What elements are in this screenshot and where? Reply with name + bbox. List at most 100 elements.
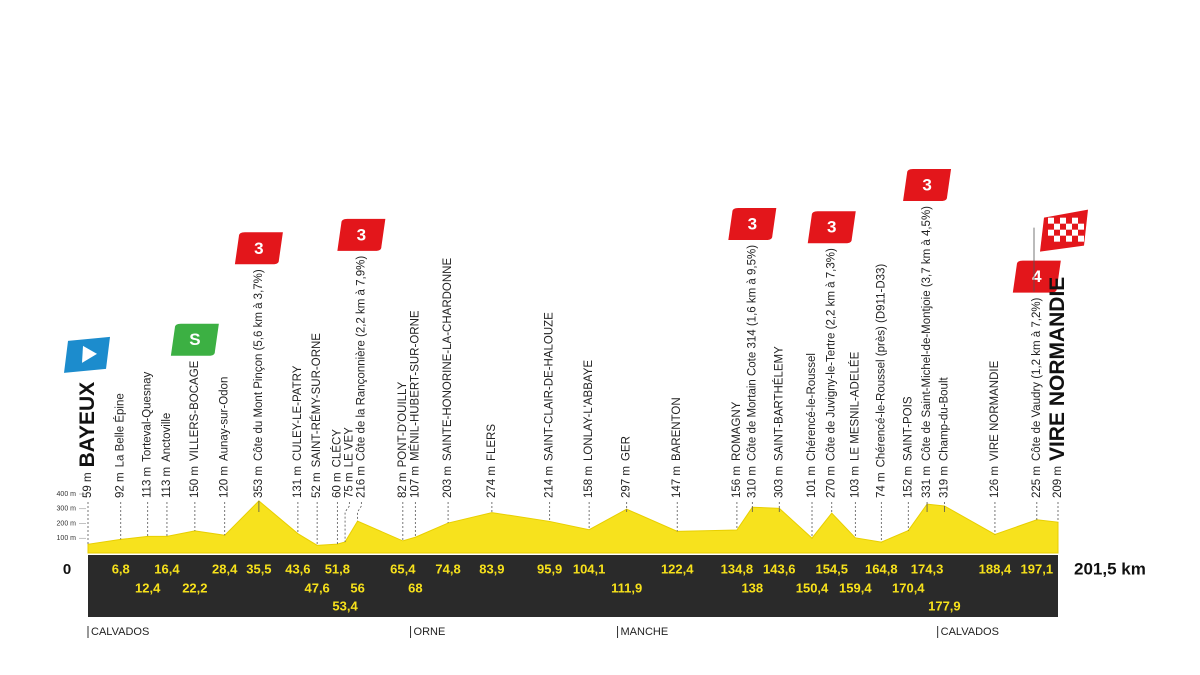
climb-category: 4: [1032, 267, 1042, 286]
km-label: 28,4: [212, 561, 238, 576]
waypoint-label: 209 m VIRE NORMANDIE: [1046, 277, 1069, 498]
waypoint-altitude: 158 m: [583, 466, 595, 498]
waypoint-label: 158 m LONLAY-L'ABBAYE: [583, 360, 595, 498]
finish-check: [1078, 223, 1084, 230]
waypoint-altitude: 113 m: [161, 467, 173, 498]
waypoint-label: 59 m BAYEUX: [76, 382, 99, 498]
km-label: 16,4: [154, 561, 180, 576]
waypoint-name: LE VEY: [343, 427, 355, 468]
km-label: 51,8: [325, 561, 350, 576]
waypoint-label: 303 m SAINT-BARTHÉLEMY: [772, 346, 785, 498]
km-label: 56: [350, 580, 364, 595]
km-label: 177,9: [928, 598, 961, 613]
waypoint-altitude: 113 m: [142, 467, 154, 498]
waypoint-label: 82 m PONT-D'OUILLY: [397, 381, 409, 498]
climb-category: 3: [827, 218, 836, 237]
waypoint-name: Côte de la Rançonnière (2,2 km à 7,9%): [355, 256, 367, 461]
waypoint-name: Aunay-sur-Odon: [219, 377, 231, 461]
km-label: 122,4: [661, 561, 694, 576]
waypoint-altitude: 82 m: [397, 472, 409, 498]
km-label: 43,6: [285, 561, 310, 576]
y-tick-label: 300 m: [57, 506, 77, 513]
waypoint-label: 150 m VILLERS-BOCAGE: [189, 360, 201, 498]
waypoint-label: 353 m Côte du Mont Pinçon (5,6 km à 3,7%): [253, 269, 265, 498]
waypoint-name: Côte du Mont Pinçon (5,6 km à 3,7%): [253, 269, 265, 461]
y-tick-label: 200 m: [57, 520, 77, 527]
climb-category: S: [189, 330, 200, 349]
region-label: ORNE: [414, 626, 446, 638]
waypoint-altitude: 297 m: [621, 466, 633, 498]
waypoint-label: 107 m MÉNIL-HUBERT-SUR-ORNE: [408, 310, 421, 498]
km-label: 53,4: [332, 598, 358, 613]
waypoint-label: 297 m GER: [621, 436, 633, 498]
climb-badge: [170, 323, 219, 356]
waypoint-altitude: 101 m: [806, 466, 818, 498]
climb-badge: [807, 211, 856, 244]
climb-badge: [234, 232, 283, 265]
km-label: 83,9: [479, 561, 504, 576]
km-label: 174,3: [911, 561, 944, 576]
km-label: 35,5: [246, 561, 271, 576]
finish-check: [1048, 217, 1054, 224]
region-label: CALVADOS: [91, 626, 149, 638]
climb-category: 3: [748, 214, 757, 233]
km-label: 197,1: [1021, 561, 1054, 576]
waypoint-name: Champ-du-Boult: [938, 376, 950, 461]
waypoint-label: 216 m Côte de la Rançonnière (2,2 km à 7,…: [355, 256, 367, 498]
start-arrow: [82, 345, 97, 363]
waypoint-label: 152 m SAINT-POIS: [902, 396, 914, 498]
waypoint-name: Chérencé-le-Roussel (près) (D911-D33): [875, 264, 887, 468]
waypoint-name: PONT-D'OUILLY: [397, 381, 409, 467]
waypoint-altitude: 216 m: [355, 466, 367, 498]
waypoint-altitude: 214 m: [544, 466, 556, 498]
waypoint-name: CLÉCY: [330, 429, 343, 468]
waypoint-altitude: 126 m: [989, 466, 1001, 498]
km-label: 0: [63, 561, 71, 578]
distance-band: [88, 555, 1058, 617]
region-label: MANCHE: [621, 626, 669, 638]
climb-category: 3: [922, 175, 931, 194]
waypoint-name: CULEY-LE-PATRY: [292, 365, 304, 461]
waypoint-label: 92 m La Belle Épine: [114, 393, 127, 498]
waypoint-label: 113 m Torteval-Quesnay: [142, 372, 154, 498]
waypoint-name: SAINT-CLAIR-DE-HALOUZE: [544, 312, 556, 461]
waypoint-name: Côte de Juvigny-le-Tertre (2,2 km à 7,3%…: [826, 248, 838, 461]
climb-badge: [337, 218, 386, 251]
km-label: 143,6: [763, 561, 796, 576]
km-label: 134,8: [721, 561, 754, 576]
waypoint-label: 113 m Anctoville: [161, 413, 173, 498]
waypoint-altitude: 92 m: [115, 472, 127, 498]
waypoint-label: 147 m BARENTON: [671, 397, 683, 498]
waypoint-name: Côte de Vaudry (1,2 km à 7,2%): [1031, 297, 1043, 461]
y-tick-label: 100 m: [57, 535, 77, 542]
waypoint-altitude: 60 m: [331, 472, 343, 498]
waypoint-name: LE MESNIL-ADELÉE: [848, 351, 861, 461]
waypoint-label: 156 m ROMAGNY: [731, 401, 743, 498]
leader-line: [357, 502, 362, 522]
waypoint-altitude: 303 m: [773, 466, 785, 498]
km-label: 159,4: [839, 580, 872, 595]
waypoint-label: 274 m FLERS: [486, 424, 498, 498]
waypoint-altitude: 331 m: [921, 466, 933, 498]
climb-category: 3: [357, 225, 366, 244]
waypoint-name: SAINTE-HONORINE-LA-CHARDONNE: [442, 258, 454, 462]
finish-check: [1066, 223, 1072, 230]
waypoint-name: BARENTON: [671, 397, 683, 461]
waypoint-altitude: 59 m: [82, 472, 94, 498]
waypoint-name: SAINT-POIS: [902, 396, 914, 461]
waypoint-label: 319 m Champ-du-Boult: [938, 376, 950, 498]
km-label: 111,9: [611, 580, 642, 595]
elevation-profile: [87, 500, 1059, 554]
waypoint-name: SAINT-RÉMY-SUR-ORNE: [310, 333, 323, 468]
waypoint-altitude: 150 m: [189, 466, 201, 498]
climb-badge: [1012, 260, 1061, 293]
waypoint-altitude: 103 m: [849, 466, 861, 498]
waypoint-name: FLERS: [486, 424, 498, 461]
km-label: 138: [741, 580, 763, 595]
finish-check: [1072, 217, 1078, 224]
waypoint-altitude: 74 m: [875, 472, 887, 498]
km-label: 68: [408, 580, 422, 595]
waypoint-name: MÉNIL-HUBERT-SUR-ORNE: [408, 310, 421, 461]
waypoint-name: VIRE NORMANDIE: [1046, 277, 1069, 461]
finish-check: [1060, 229, 1066, 236]
